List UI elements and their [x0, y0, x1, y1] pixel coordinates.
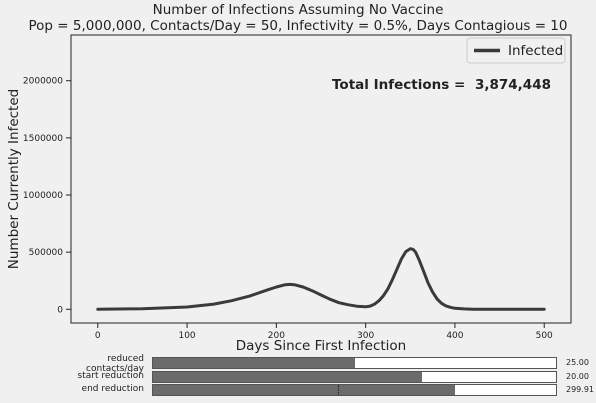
- series-line-infected: [96, 247, 546, 311]
- chart-title: Number of Infections Assuming No Vaccine…: [0, 2, 596, 34]
- slider-value-end-reduction: 299.91: [566, 385, 594, 394]
- slider-reference-marker: [338, 385, 340, 395]
- legend: Infected: [466, 37, 566, 64]
- y-tick-label: 1500000: [23, 134, 63, 144]
- slider-label-reduced-contacts: reduced contacts/day: [4, 354, 144, 374]
- total-infections-value: 3,874,448: [475, 77, 551, 93]
- y-tick-label: 500000: [29, 248, 64, 258]
- x-tick-label: 100: [178, 331, 195, 341]
- plot-frame: [70, 34, 572, 324]
- x-tick-label: 400: [446, 331, 463, 341]
- slider-label-end-reduction: end reduction: [4, 384, 144, 395]
- slider-label-line: contacts/day: [86, 363, 144, 374]
- legend-box: [466, 37, 566, 64]
- slider-fill: [153, 372, 422, 382]
- chart-title-line-2: Pop = 5,000,000, Contacts/Day = 50, Infe…: [28, 18, 568, 34]
- slider-value-reduced-contacts: 25.00: [566, 358, 589, 367]
- slider-fill: [153, 385, 456, 395]
- total-infections-label: Total Infections =: [332, 77, 470, 93]
- slider-fill: [153, 358, 355, 368]
- reduced-contacts-slider[interactable]: [152, 357, 557, 369]
- slider-row-start-reduction: start reduction 20.00: [0, 370, 596, 384]
- slider-label-start-reduction: start reduction: [4, 371, 144, 382]
- y-axis-label: Number Currently Infected: [6, 89, 22, 269]
- slider-label-line: reduced: [107, 354, 144, 364]
- chart-title-line-1: Number of Infections Assuming No Vaccine: [152, 2, 444, 18]
- x-axis-label: Days Since First Infection: [236, 338, 406, 354]
- slider-value-start-reduction: 20.00: [566, 372, 589, 381]
- y-tick-label: 0: [57, 305, 63, 315]
- x-tick-label: 200: [268, 331, 285, 341]
- start-reduction-slider[interactable]: [152, 371, 557, 383]
- x-tick-label: 300: [357, 331, 374, 341]
- x-tick-label: 0: [95, 331, 101, 341]
- y-tick-label: 1000000: [23, 191, 63, 201]
- slider-label-line: start reduction: [77, 371, 144, 381]
- slider-row-end-reduction: end reduction 299.91: [0, 384, 596, 398]
- slider-row-reduced-contacts: reduced contacts/day 25.00: [0, 354, 596, 373]
- x-tick-label: 500: [536, 331, 553, 341]
- end-reduction-slider[interactable]: [152, 384, 557, 396]
- legend-entry-infected: Infected: [508, 43, 563, 59]
- total-infections-annotation: Total Infections = 3,874,448: [332, 77, 551, 93]
- slider-label-line: end reduction: [81, 384, 144, 394]
- y-tick-label: 2000000: [23, 77, 63, 87]
